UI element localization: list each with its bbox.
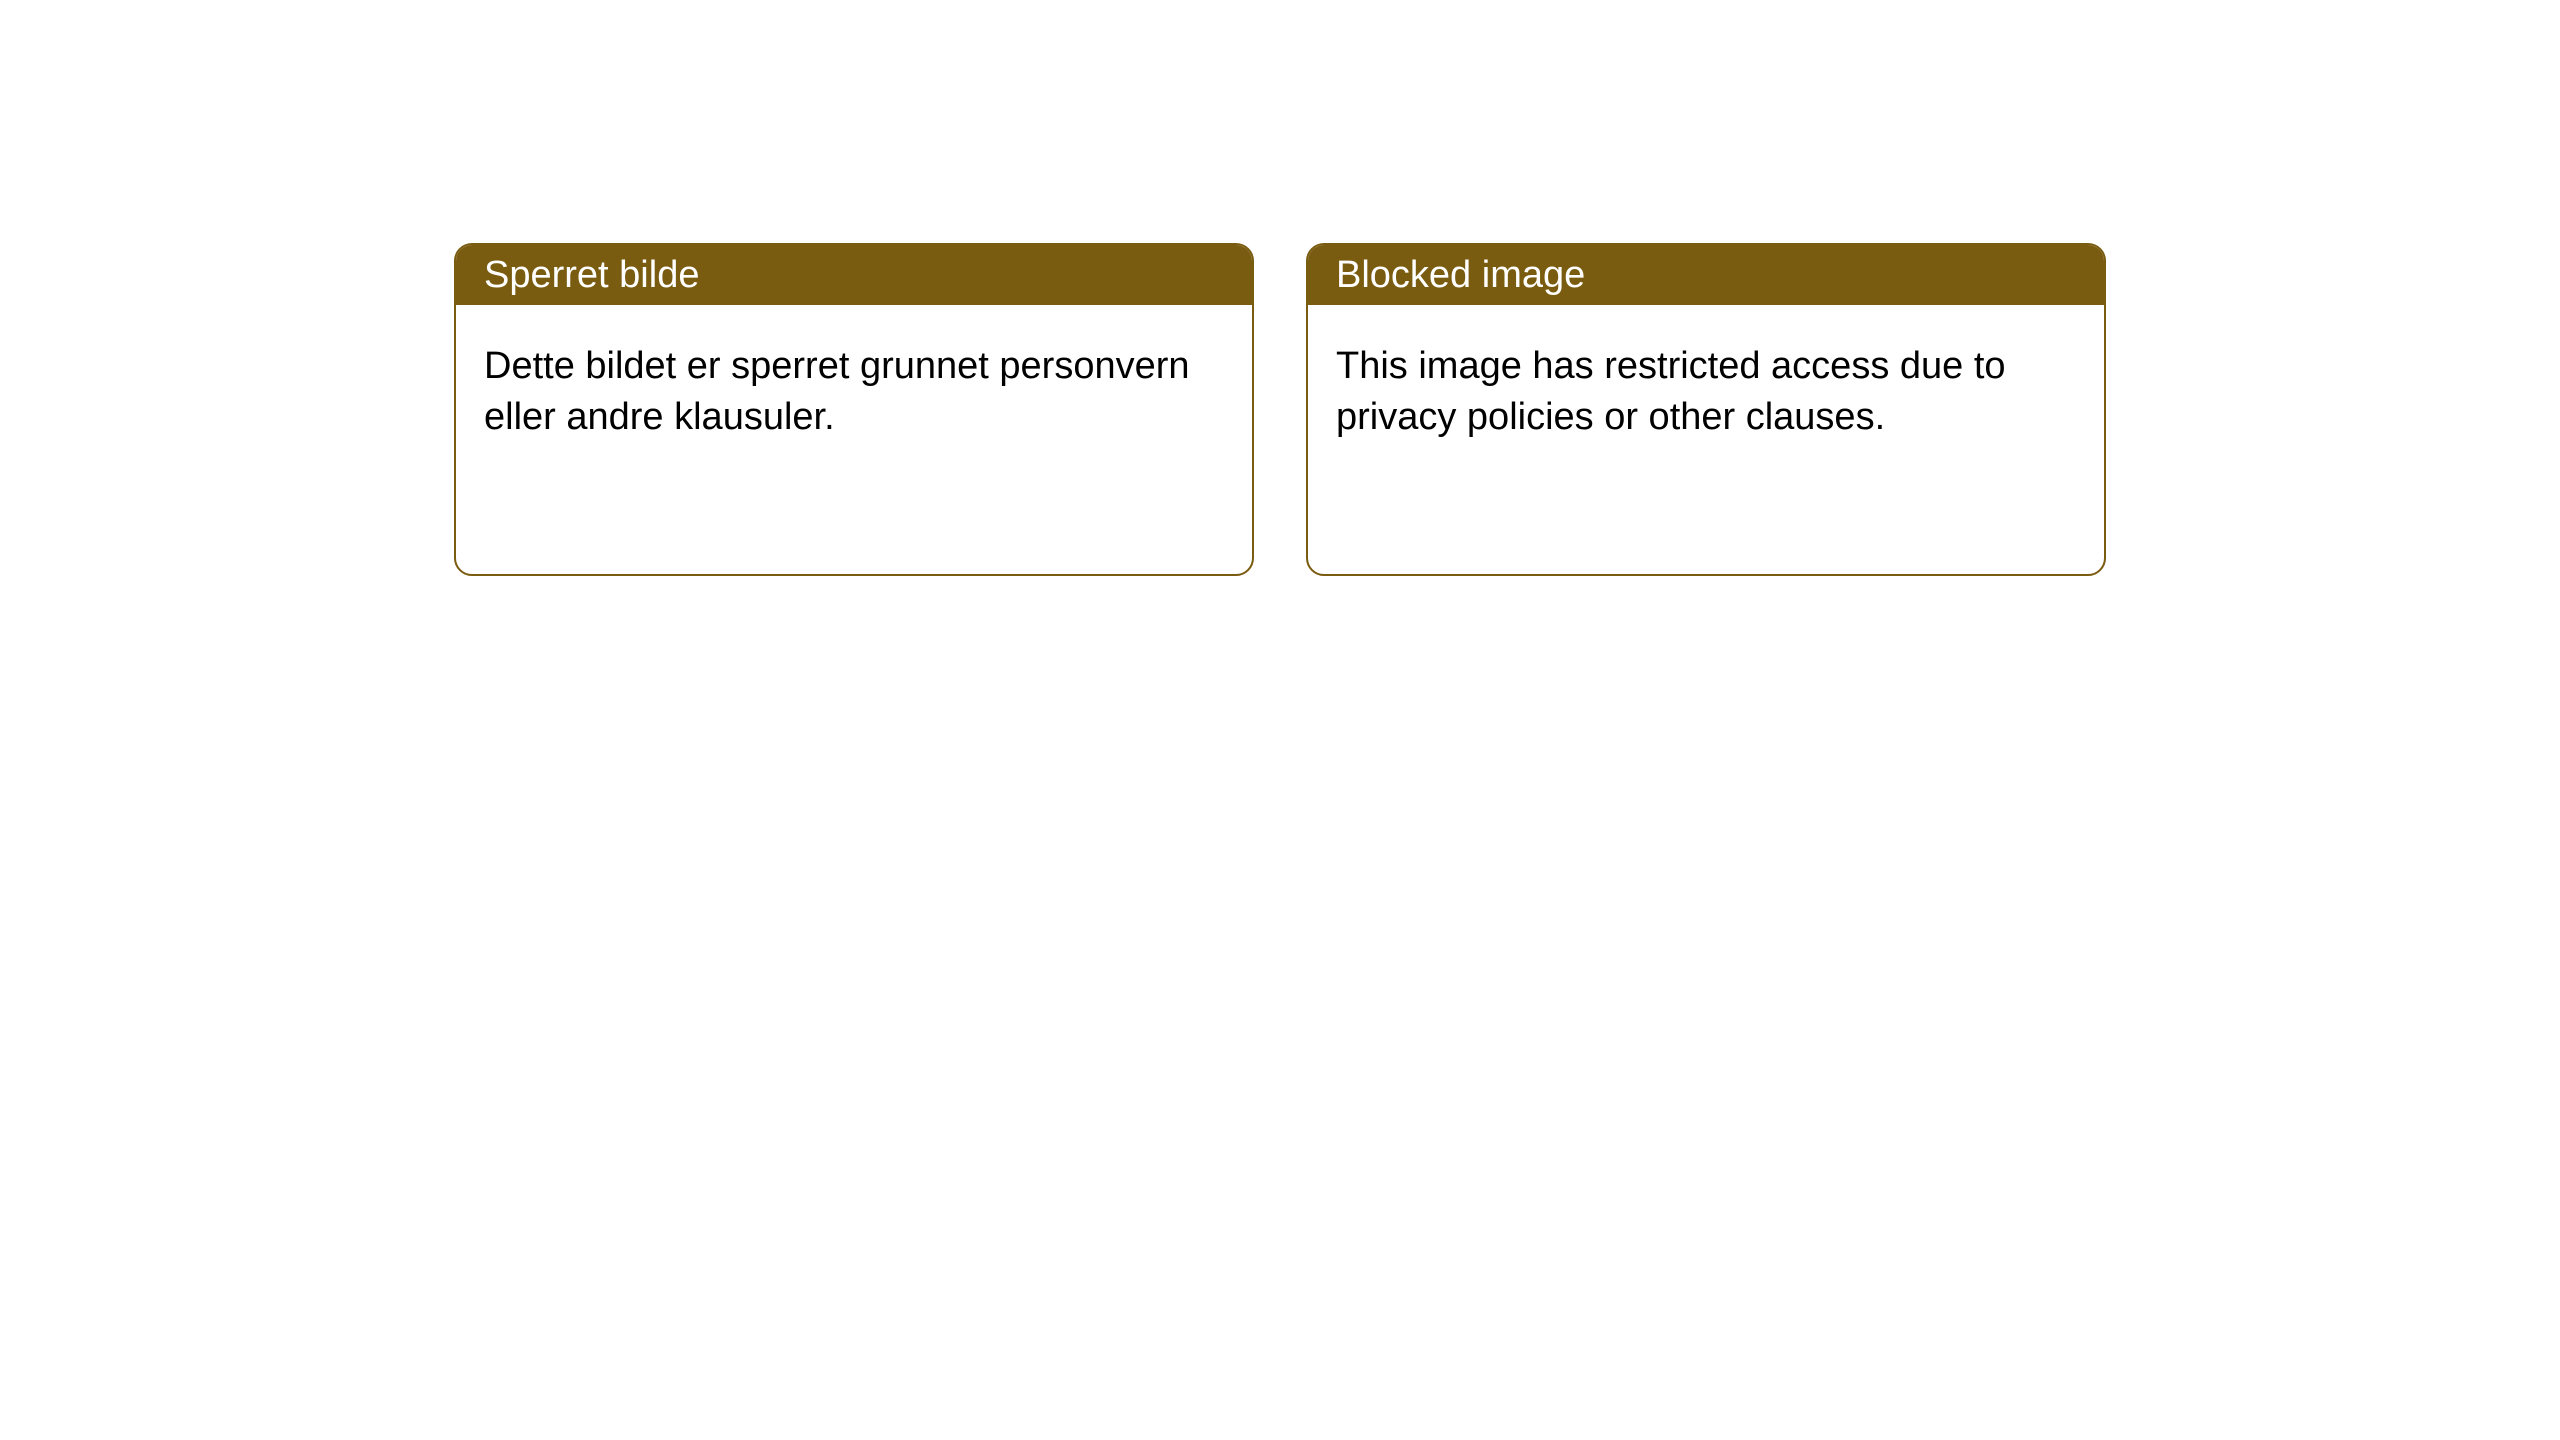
card-english: Blocked image This image has restricted … xyxy=(1306,243,2106,576)
card-body-text: Dette bildet er sperret grunnet personve… xyxy=(484,345,1190,438)
card-header: Sperret bilde xyxy=(456,245,1252,305)
cards-container: Sperret bilde Dette bildet er sperret gr… xyxy=(454,243,2106,576)
card-title: Sperret bilde xyxy=(484,254,699,297)
card-body: Dette bildet er sperret grunnet personve… xyxy=(456,305,1252,480)
card-header: Blocked image xyxy=(1308,245,2104,305)
card-body-text: This image has restricted access due to … xyxy=(1336,345,2006,438)
card-title: Blocked image xyxy=(1336,254,1585,297)
card-norwegian: Sperret bilde Dette bildet er sperret gr… xyxy=(454,243,1254,576)
card-body: This image has restricted access due to … xyxy=(1308,305,2104,480)
